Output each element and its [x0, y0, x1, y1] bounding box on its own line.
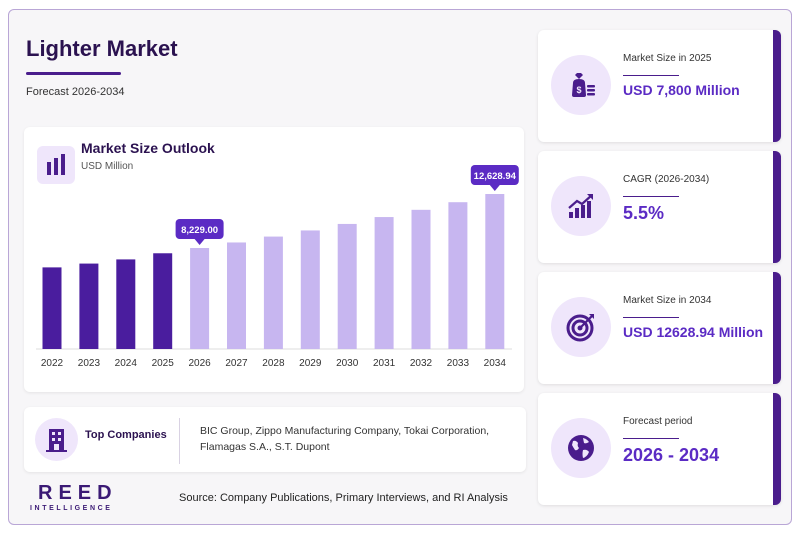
kpi-label: Market Size in 2025: [623, 53, 712, 64]
kpi-card-forecast-period: Forecast period 2026 - 2034: [538, 393, 781, 505]
top-companies-label: Top Companies: [85, 429, 167, 441]
x-tick-label: 2032: [410, 358, 433, 369]
page-title: Lighter Market: [26, 36, 178, 61]
kpi-underline: [623, 75, 679, 76]
x-tick-label: 2025: [152, 358, 175, 369]
x-tick-label: 2028: [262, 358, 285, 369]
callout-label: 12,628.94: [474, 171, 517, 182]
kpi-card-market-size-2025: $ Market Size in 2025 USD 7,800 Million: [538, 30, 781, 142]
kpi-value: 5.5%: [623, 203, 665, 223]
kpi-card-cagr: CAGR (2026-2034) 5.5%: [538, 151, 781, 263]
x-tick-label: 2022: [41, 358, 64, 369]
bar-2030: [337, 223, 357, 349]
growth-chart-icon: [551, 176, 611, 236]
kpi-label: Market Size in 2034: [623, 295, 712, 306]
kpi-label: CAGR (2026-2034): [623, 174, 710, 185]
bar-2022: [42, 267, 62, 349]
bar-2027: [227, 242, 246, 349]
bar-2028: [263, 236, 283, 349]
page-subtitle: Forecast 2026-2034: [26, 86, 125, 98]
bar-2032: [411, 209, 431, 349]
callout-box: [175, 219, 224, 240]
kpi-label: Forecast period: [623, 416, 693, 427]
chart-unit: USD Million: [81, 161, 134, 172]
chart-title: Market Size Outlook: [81, 140, 215, 156]
bar-2023: [79, 263, 99, 349]
kpi-value: USD 12628.94 Million: [623, 324, 764, 340]
kpi-card-market-size-2034: Market Size in 2034 USD 12628.94 Million: [538, 272, 781, 384]
kpi-value: 2026 - 2034: [623, 445, 720, 465]
money-bag-icon: $: [551, 55, 611, 115]
bar-2034: [485, 194, 505, 349]
callout-box: [470, 165, 519, 185]
building-icon: [35, 418, 78, 461]
callout-2026: 8,229.00: [175, 219, 224, 246]
x-tick-label: 2026: [188, 358, 211, 369]
top-companies-list: BIC Group, Zippo Manufacturing Company, …: [200, 425, 490, 453]
divider: [179, 418, 180, 464]
x-tick-label: 2023: [78, 358, 101, 369]
kpi-value: USD 7,800 Million: [623, 82, 740, 98]
bar-chart-icon: [37, 146, 75, 184]
bar-2029: [300, 230, 320, 349]
bar-2025: [153, 253, 173, 349]
x-tick-label: 2027: [225, 358, 248, 369]
bar-2033: [448, 202, 468, 349]
bar-2026: [190, 248, 210, 349]
kpi-underline: [623, 317, 679, 318]
callout-pointer: [194, 239, 205, 246]
x-tick-label: 2033: [447, 358, 470, 369]
bar-2024: [116, 259, 136, 349]
globe-icon: [551, 418, 611, 478]
x-tick-label: 2034: [484, 358, 507, 369]
x-tick-label: 2031: [373, 358, 396, 369]
x-tick-label: 2030: [336, 358, 359, 369]
bar-2031: [374, 217, 394, 349]
logo-name: REED: [38, 482, 118, 504]
x-tick-label: 2024: [115, 358, 138, 369]
svg-text:$: $: [576, 85, 581, 95]
callout-pointer: [489, 185, 500, 191]
source-note: Source: Company Publications, Primary In…: [179, 492, 508, 504]
callout-label: 8,229.00: [181, 225, 218, 236]
kpi-underline: [623, 438, 679, 439]
target-icon: [551, 297, 611, 357]
title-underline: [26, 72, 121, 75]
logo-tagline: INTELLIGENCE: [30, 505, 113, 512]
kpi-underline: [623, 196, 679, 197]
x-tick-label: 2029: [299, 358, 322, 369]
top-companies-card: [24, 407, 526, 472]
callout-2034: 12,628.94: [470, 165, 519, 191]
